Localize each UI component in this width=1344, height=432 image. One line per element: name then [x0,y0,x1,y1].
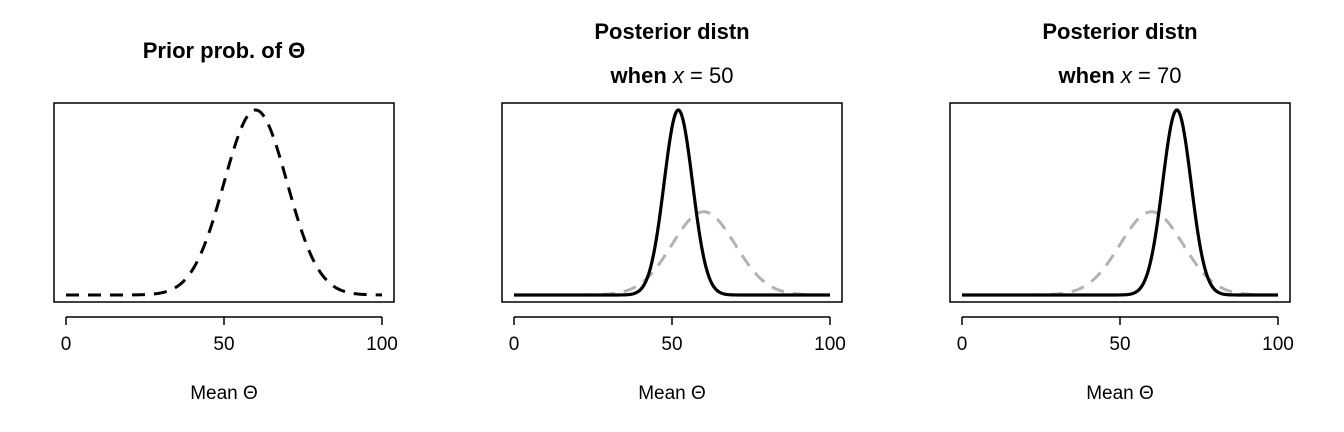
x-tick-label: 0 [509,334,520,355]
panel-2: Posterior distn when x = 50 0 50 100 Mean Θ [501,19,846,404]
x-tick-label: 100 [814,334,846,355]
subtitle-prefix: when [610,63,673,88]
panel-subtitle: when x = 70 [1058,63,1182,88]
x-axis-label: Mean Θ [638,383,706,404]
plot-frame [949,102,1291,303]
x-tick-label: 50 [1109,334,1130,355]
x-axis-label: Mean Θ [190,383,258,404]
panel-title: Posterior distn [594,19,749,44]
subtitle-prefix: when [1058,63,1121,88]
plot-frame [501,102,843,303]
prior-curve [961,210,1279,297]
subtitle-value: = 50 [684,63,734,88]
subtitle-value: = 70 [1132,63,1182,88]
posterior-curve [961,108,1279,297]
x-tick-label: 0 [957,334,968,355]
panel-3: Posterior distn when x = 70 0 50 100 Mean Θ [949,19,1294,404]
posterior-curve [513,108,831,297]
x-tick-label: 50 [213,334,234,355]
plot-frame [53,102,395,303]
x-axis-label: Mean Θ [1086,383,1154,404]
subtitle-variable: x [1120,63,1133,88]
x-tick-label: 100 [1262,334,1294,355]
panel-subtitle: when x = 50 [610,63,734,88]
x-tick-label: 100 [366,334,398,355]
x-tick-label: 50 [661,334,682,355]
prior-curve [513,210,831,297]
panel-title: Posterior distn [1042,19,1197,44]
x-tick-label: 0 [61,334,72,355]
panel-1: Prior prob. of Θ 0 50 100 Mean Θ [53,38,398,404]
panel-title: Prior prob. of Θ [143,38,306,63]
prior-curve [65,108,383,297]
subtitle-variable: x [672,63,685,88]
